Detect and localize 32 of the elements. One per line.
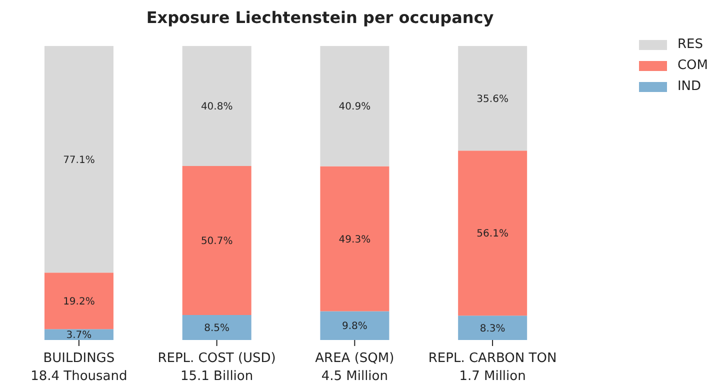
bar [320, 46, 390, 166]
data-label: 8.3% [480, 323, 506, 334]
legend-label: IND [677, 79, 702, 94]
bar [458, 316, 528, 340]
chart-title: Exposure Liechtenstein per occupancy [145, 8, 495, 27]
bar [182, 315, 252, 340]
x-tick-label: AREA (SQM) 4.5 Million [315, 351, 394, 384]
data-label: 40.8% [200, 102, 233, 113]
data-label: 8.5% [204, 323, 230, 334]
x-tick-label: BUILDINGS 18.4 Thousand [30, 351, 128, 384]
bar [44, 46, 114, 273]
bar [458, 46, 528, 151]
bar [44, 329, 114, 340]
data-label: 9.8% [342, 321, 368, 332]
bar [458, 150, 528, 316]
data-label: 56.1% [476, 228, 508, 240]
x-tick-label: REPL. COST (USD) 15.1 Billion [158, 351, 276, 384]
data-label: 77.1% [63, 154, 95, 166]
legend-label: COM [677, 58, 708, 73]
bar [182, 166, 252, 316]
bar [44, 272, 114, 330]
data-label: 40.9% [338, 102, 371, 113]
bar [320, 311, 390, 340]
legend-label: RES [677, 37, 703, 52]
x-tick-label: REPL. CARBON TON 1.7 Million [428, 351, 557, 384]
data-label: 3.7% [66, 330, 92, 342]
data-label: 49.3% [338, 234, 371, 246]
data-label: 19.2% [63, 296, 95, 308]
data-label: 35.6% [476, 94, 508, 105]
data-label: 50.7% [200, 236, 233, 248]
bar [320, 166, 390, 312]
bar [182, 46, 252, 166]
